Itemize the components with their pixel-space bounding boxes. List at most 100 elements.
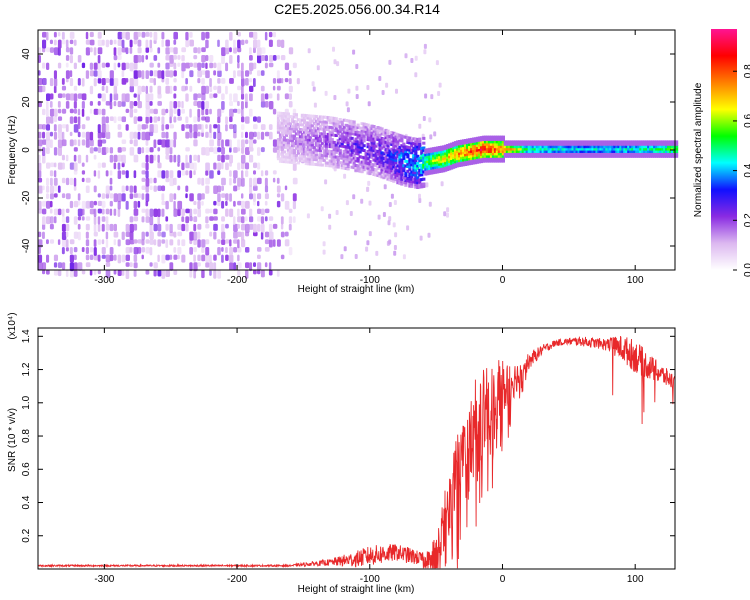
spectrogram-cell	[362, 165, 366, 169]
spectrogram-cell	[288, 208, 293, 214]
spectrogram-cell	[286, 119, 290, 123]
spectrogram-cell	[468, 159, 472, 163]
spectrogram-cell	[475, 148, 480, 152]
spectrogram-cell	[475, 136, 480, 140]
spectrogram-cell	[165, 108, 169, 114]
spectrogram-cell	[245, 116, 250, 124]
spectrogram-cell	[424, 172, 428, 176]
spectrogram-cell	[577, 152, 581, 156]
spectrogram-cell	[573, 145, 577, 149]
spectrogram-cell	[213, 131, 217, 140]
spectrogram-cell	[249, 31, 254, 38]
spectrogram-cell	[611, 154, 615, 158]
spectrogram-cell	[306, 114, 310, 118]
spectrogram-cell	[318, 156, 322, 160]
spectrogram-cell	[466, 162, 470, 166]
spectrogram-cell	[85, 216, 91, 221]
spectrogram-cell	[446, 151, 450, 155]
spectrogram-cell	[497, 145, 501, 149]
spectrogram-cell	[489, 135, 494, 139]
spectrogram-cell	[491, 142, 496, 146]
spectrogram-cell	[424, 155, 428, 159]
spectrogram-cell	[571, 150, 575, 153]
spectrogram-cell	[288, 78, 292, 85]
spectrogram-cell	[416, 171, 420, 175]
x-tick-label: -200	[227, 574, 247, 585]
spectrogram-cell	[398, 169, 402, 173]
spectrogram-cell	[651, 154, 655, 158]
spectrogram-cell	[665, 145, 669, 149]
spectrogram-cell	[468, 150, 472, 154]
spectrogram-cell	[312, 148, 316, 152]
spectrogram-cell	[257, 247, 262, 252]
spectrogram-cell	[398, 162, 402, 166]
spectrogram-cell	[157, 116, 161, 122]
spectrogram-cell	[342, 118, 346, 122]
spectrogram-cell	[197, 108, 201, 118]
spectrogram-cell	[376, 150, 380, 153]
spectrogram-cell	[370, 151, 374, 154]
spectrogram-cell	[434, 166, 438, 169]
spectrogram-cell	[456, 157, 460, 161]
spectrogram-cell	[308, 121, 312, 125]
spectrogram-cell	[340, 163, 344, 167]
spectrogram-cell	[446, 163, 450, 167]
spectrogram-cell	[257, 70, 261, 77]
spectrogram-cell	[310, 162, 314, 166]
spectrogram-cell	[312, 146, 316, 149]
spectrogram-cell	[169, 139, 174, 148]
spectrogram-cell	[288, 101, 293, 108]
spectrogram-cell	[509, 150, 513, 153]
spectrogram-cell	[129, 239, 135, 245]
spectrogram-cell	[376, 171, 380, 175]
spectrogram-cell	[85, 70, 90, 79]
spectrogram-cell	[384, 164, 388, 168]
spectrogram-cell	[133, 216, 139, 222]
spectrogram-cell	[213, 62, 217, 69]
spectrogram-cell	[601, 142, 605, 146]
spectrogram-cell	[129, 231, 134, 240]
spectrogram-cell	[643, 147, 647, 151]
spectrogram-cell	[181, 101, 184, 109]
spectrogram-cell	[352, 130, 356, 134]
spectrogram-cell	[268, 31, 273, 38]
spectrogram-cell	[249, 108, 253, 117]
spectrogram-cell	[615, 140, 619, 144]
spectrogram-cell	[328, 125, 332, 129]
spectrogram-cell	[591, 147, 595, 151]
spectrogram-cell	[418, 164, 422, 167]
spectrogram-cell	[97, 62, 101, 71]
spectrogram-cell	[438, 82, 442, 88]
spectrogram-cell	[245, 70, 250, 77]
spectrogram-cell	[428, 162, 432, 166]
spectrogram-cell	[133, 55, 139, 64]
spectrogram-cell	[571, 147, 575, 151]
spectrogram-cell	[245, 162, 250, 170]
spectrogram-cell	[428, 169, 432, 173]
colorbar: 0.00.20.40.60.8 Normalized spectral ampl…	[693, 29, 750, 277]
spectrogram-cell	[372, 170, 376, 174]
spectrogram-cell	[205, 62, 208, 69]
spectrogram-cell	[448, 167, 452, 171]
spectrogram-cell	[393, 200, 397, 205]
spectrogram-cell	[344, 145, 348, 149]
spectrogram-cell	[346, 119, 350, 123]
spectrogram-cell	[434, 149, 438, 153]
spectrogram-cell	[310, 153, 314, 157]
spectrogram-cell	[473, 146, 478, 150]
spectrogram-cell	[93, 254, 99, 261]
spectrogram-cell	[113, 116, 117, 124]
spectrogram-cell	[109, 247, 114, 255]
spectrogram-cell	[611, 150, 615, 153]
spectrogram-cell	[581, 140, 585, 144]
spectrogram-cell	[129, 108, 134, 118]
spectrogram-cell	[348, 160, 352, 164]
spectrogram-cell	[434, 158, 438, 162]
spectrogram-cell	[388, 149, 392, 153]
spectrogram-cell	[193, 231, 198, 241]
spectrogram-cell	[201, 116, 206, 121]
spectrogram-cell	[221, 247, 224, 252]
spectrogram-cell	[593, 154, 597, 158]
spectrogram-cell	[541, 150, 545, 153]
spectrogram-cell	[141, 55, 145, 63]
